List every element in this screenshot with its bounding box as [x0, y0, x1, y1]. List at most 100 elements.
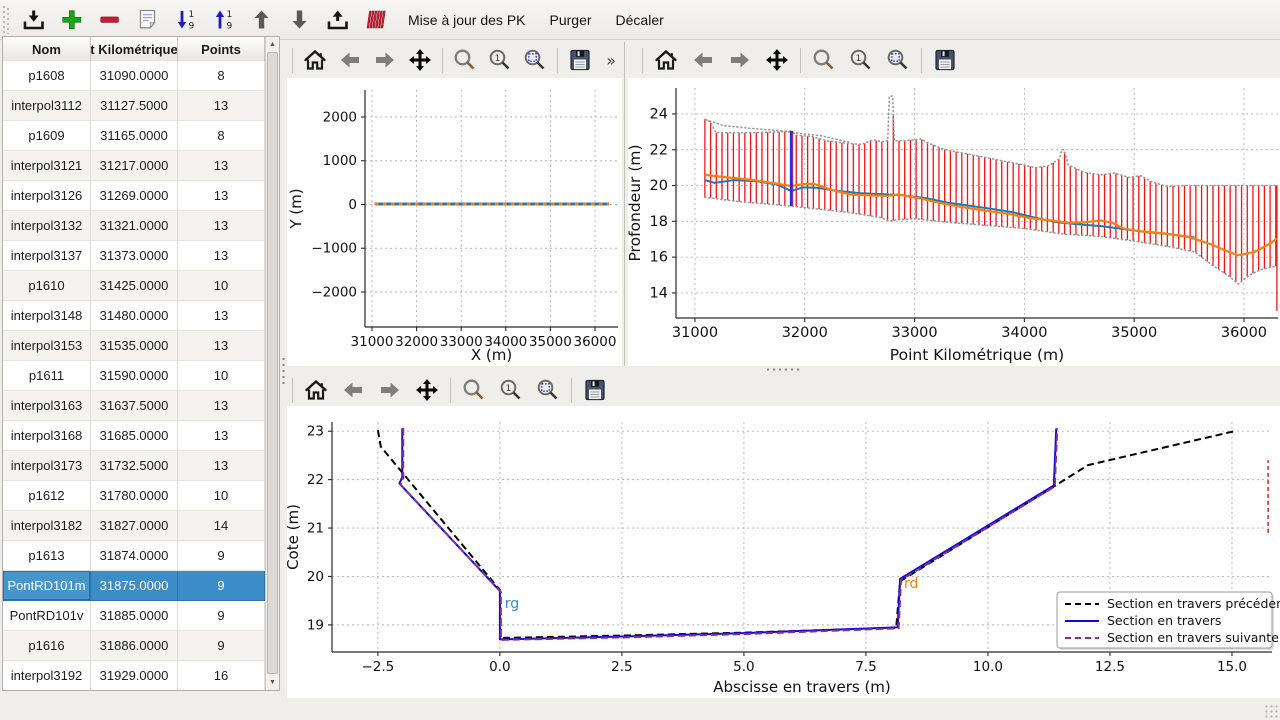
back-button[interactable]	[339, 376, 367, 404]
table-cell[interactable]: p1608	[3, 61, 91, 91]
column-header-0[interactable]: Nom	[3, 37, 91, 61]
table-cell[interactable]: interpol3137	[3, 241, 91, 271]
table-row[interactable]: interpol3173 31732.5000 13	[3, 451, 265, 481]
table-row[interactable]: interpol3148 31480.0000 13	[3, 301, 265, 331]
table-cell[interactable]: 13	[178, 91, 265, 121]
table-cell[interactable]: p1611	[3, 361, 91, 391]
table-cell[interactable]: 16	[178, 661, 265, 690]
save-button[interactable]	[581, 376, 609, 404]
home-button[interactable]	[302, 46, 328, 74]
table-cell[interactable]: 31780.0000	[91, 481, 178, 511]
table-cell[interactable]: 31885.0000	[91, 601, 178, 631]
table-cell[interactable]: 31590.0000	[91, 361, 178, 391]
vertical-splitter[interactable]	[280, 36, 287, 720]
add-button[interactable]	[54, 3, 90, 37]
table-row[interactable]: interpol3126 31269.0000 13	[3, 181, 265, 211]
table-cell[interactable]: p1610	[3, 271, 91, 301]
section-en-travers-plot-canvas[interactable]: −2.5 0.0 2.5 5.0 7.5 10.0 12.5 15.0 19 20 21 22 23 Ab…	[287, 406, 1280, 698]
table-row[interactable]: interpol3137 31373.0000 13	[3, 241, 265, 271]
toolbar-overflow-button[interactable]: »	[602, 51, 620, 70]
zoom-button[interactable]	[810, 46, 838, 74]
table-cell[interactable]: 8	[178, 121, 265, 151]
move-down-button[interactable]	[282, 3, 318, 37]
table-cell[interactable]: interpol3168	[3, 421, 91, 451]
zoom-button[interactable]	[460, 376, 488, 404]
table-cell[interactable]: 13	[178, 151, 265, 181]
table-row[interactable]: interpol3121 31217.0000 13	[3, 151, 265, 181]
table-cell[interactable]: 31875.0000	[91, 571, 178, 601]
table-row[interactable]: interpol3182 31827.0000 14	[3, 511, 265, 541]
table-cell[interactable]: 31637.5000	[91, 391, 178, 421]
pan-button[interactable]	[413, 376, 441, 404]
table-cell[interactable]: 13	[178, 211, 265, 241]
save-button[interactable]	[931, 46, 959, 74]
scrollbar-thumb[interactable]	[267, 52, 278, 674]
home-button[interactable]	[302, 376, 330, 404]
table-cell[interactable]: 31321.0000	[91, 211, 178, 241]
table-cell[interactable]: 31732.5000	[91, 451, 178, 481]
table-cell[interactable]: 31685.0000	[91, 421, 178, 451]
back-button[interactable]	[689, 46, 717, 74]
column-header-1[interactable]: t Kilométrique	[91, 37, 178, 61]
table-row[interactable]: PontRD101m 31875.0000 9	[3, 571, 265, 601]
zoom-fit-button[interactable]	[884, 46, 912, 74]
remove-button[interactable]	[92, 3, 128, 37]
table-cell[interactable]: 13	[178, 331, 265, 361]
table-cell[interactable]: interpol3148	[3, 301, 91, 331]
scroll-up-icon[interactable]: ▲	[269, 41, 276, 48]
table-cell[interactable]: interpol3163	[3, 391, 91, 421]
table-cell[interactable]: p1612	[3, 481, 91, 511]
table-cell[interactable]: 31165.0000	[91, 121, 178, 151]
table-cell[interactable]: 31217.0000	[91, 151, 178, 181]
sections-button[interactable]	[358, 3, 394, 37]
table-row[interactable]: PontRD101v 31885.0000 9	[3, 601, 265, 631]
zoom-fit-button[interactable]	[534, 376, 562, 404]
table-cell[interactable]: 31127.5000	[91, 91, 178, 121]
table-cell[interactable]: 13	[178, 451, 265, 481]
table-cell[interactable]: PontRD101m	[3, 571, 91, 601]
table-cell[interactable]: 31535.0000	[91, 331, 178, 361]
trace-plot-canvas[interactable]: 31000 32000 33000 34000 35000 36000 −2000 −1000…	[287, 78, 622, 366]
table-row[interactable]: interpol3168 31685.0000 13	[3, 421, 265, 451]
table-row[interactable]: p1610 31425.0000 10	[3, 271, 265, 301]
profil-en-long-plot-canvas[interactable]: 31000 32000 33000 34000 35000 36000 14 16 18 20 22…	[628, 78, 1280, 366]
table-cell[interactable]: 31425.0000	[91, 271, 178, 301]
table-cell[interactable]: 13	[178, 391, 265, 421]
forward-button[interactable]	[376, 376, 404, 404]
table-cell[interactable]: p1609	[3, 121, 91, 151]
notes-button[interactable]	[130, 3, 166, 37]
import-button[interactable]	[16, 3, 52, 37]
pan-button[interactable]	[407, 46, 433, 74]
table-cell[interactable]: p1613	[3, 541, 91, 571]
table-row[interactable]: interpol3112 31127.5000 13	[3, 91, 265, 121]
table-cell[interactable]: 13	[178, 241, 265, 271]
table-row[interactable]: p1613 31874.0000 9	[3, 541, 265, 571]
zoom-region-button[interactable]: 1	[487, 46, 513, 74]
table-cell[interactable]: 31874.0000	[91, 541, 178, 571]
purge-button[interactable]: Purger	[540, 6, 602, 34]
shift-button[interactable]: Décaler	[606, 6, 674, 34]
zoom-button[interactable]	[452, 46, 478, 74]
export-button[interactable]	[320, 3, 356, 37]
zoom-region-button[interactable]: 1	[497, 376, 525, 404]
table-cell[interactable]: 8	[178, 61, 265, 91]
table-cell[interactable]: 13	[178, 301, 265, 331]
table-cell[interactable]: interpol3153	[3, 331, 91, 361]
table-cell[interactable]: 14	[178, 511, 265, 541]
table-cell[interactable]: 9	[178, 601, 265, 631]
table-cell[interactable]: 31827.0000	[91, 511, 178, 541]
table-cell[interactable]: 31373.0000	[91, 241, 178, 271]
table-cell[interactable]: interpol3192	[3, 661, 91, 690]
scroll-down-icon[interactable]: ▼	[269, 679, 276, 686]
table-cell[interactable]: p1616	[3, 631, 91, 661]
table-row[interactable]: p1611 31590.0000 10	[3, 361, 265, 391]
table-scrollbar[interactable]: ▲ ▼	[265, 37, 279, 690]
table-cell[interactable]: 9	[178, 541, 265, 571]
move-up-button[interactable]	[244, 3, 280, 37]
table-cell[interactable]: 9	[178, 571, 265, 601]
update-pk-button[interactable]: Mise à jour des PK	[398, 6, 536, 34]
save-button[interactable]	[567, 46, 593, 74]
table-cell[interactable]: 13	[178, 421, 265, 451]
horizontal-splitter[interactable]	[287, 366, 1280, 372]
